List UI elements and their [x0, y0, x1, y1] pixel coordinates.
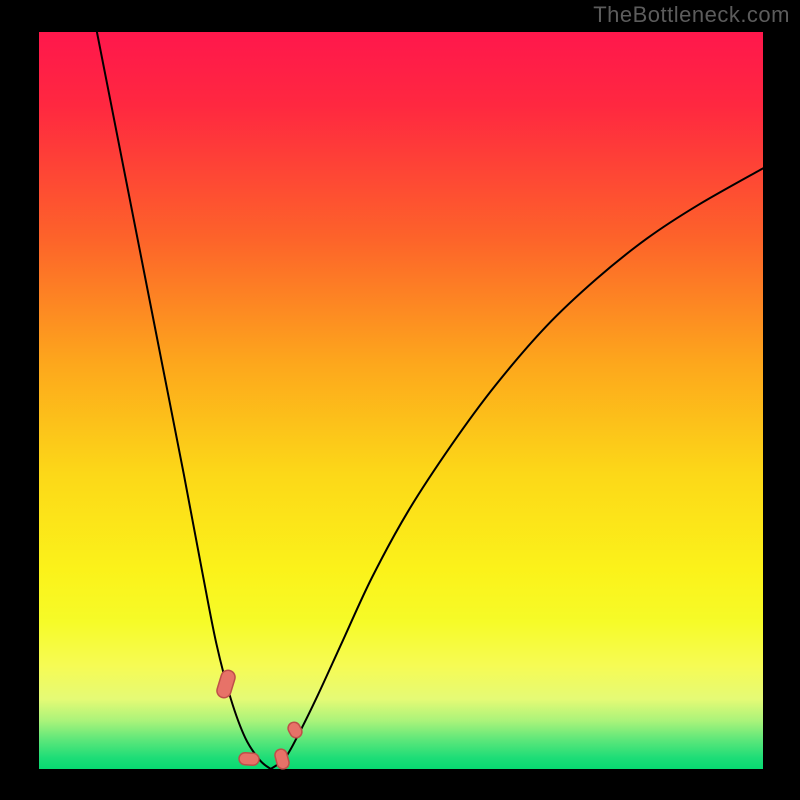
- data-marker: [274, 747, 290, 771]
- data-marker: [217, 668, 235, 700]
- data-marker: [287, 720, 303, 740]
- plot-area: [39, 32, 763, 769]
- data-marker: [237, 751, 261, 767]
- chart-stage: TheBottleneck.com: [0, 0, 800, 800]
- watermark-text: TheBottleneck.com: [593, 0, 800, 28]
